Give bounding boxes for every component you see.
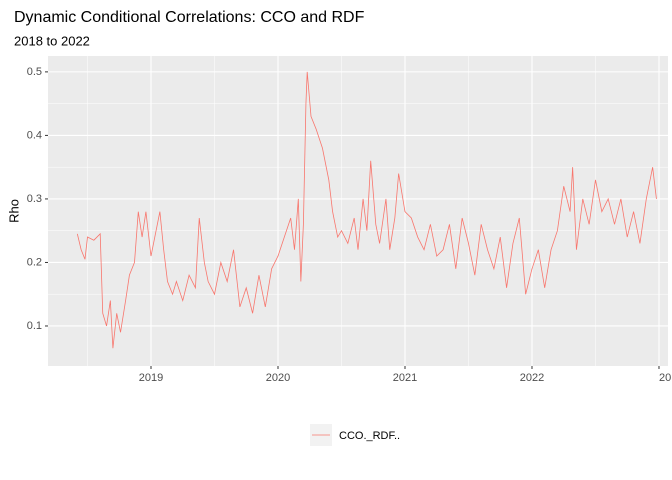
y-tick-label: 0.3 bbox=[27, 193, 42, 205]
y-axis-label: Rho bbox=[6, 199, 21, 223]
x-tick-label: 20 bbox=[659, 372, 671, 384]
y-tick-label: 0.1 bbox=[27, 320, 42, 332]
x-tick-label: 2022 bbox=[520, 372, 544, 384]
series-line bbox=[76, 71, 657, 349]
y-tick-label: 0.4 bbox=[27, 129, 42, 141]
chart-title: Dynamic Conditional Correlations: CCO an… bbox=[14, 9, 365, 26]
x-tick-label: 2019 bbox=[139, 372, 163, 384]
y-tick-label: 0.5 bbox=[27, 66, 42, 78]
y-tick-label: 0.2 bbox=[27, 256, 42, 268]
chart-subtitle: 2018 to 2022 bbox=[14, 33, 90, 48]
legend-label: CCO._RDF.. bbox=[339, 430, 400, 442]
x-tick-label: 2020 bbox=[266, 372, 290, 384]
x-tick-label: 2021 bbox=[393, 372, 417, 384]
